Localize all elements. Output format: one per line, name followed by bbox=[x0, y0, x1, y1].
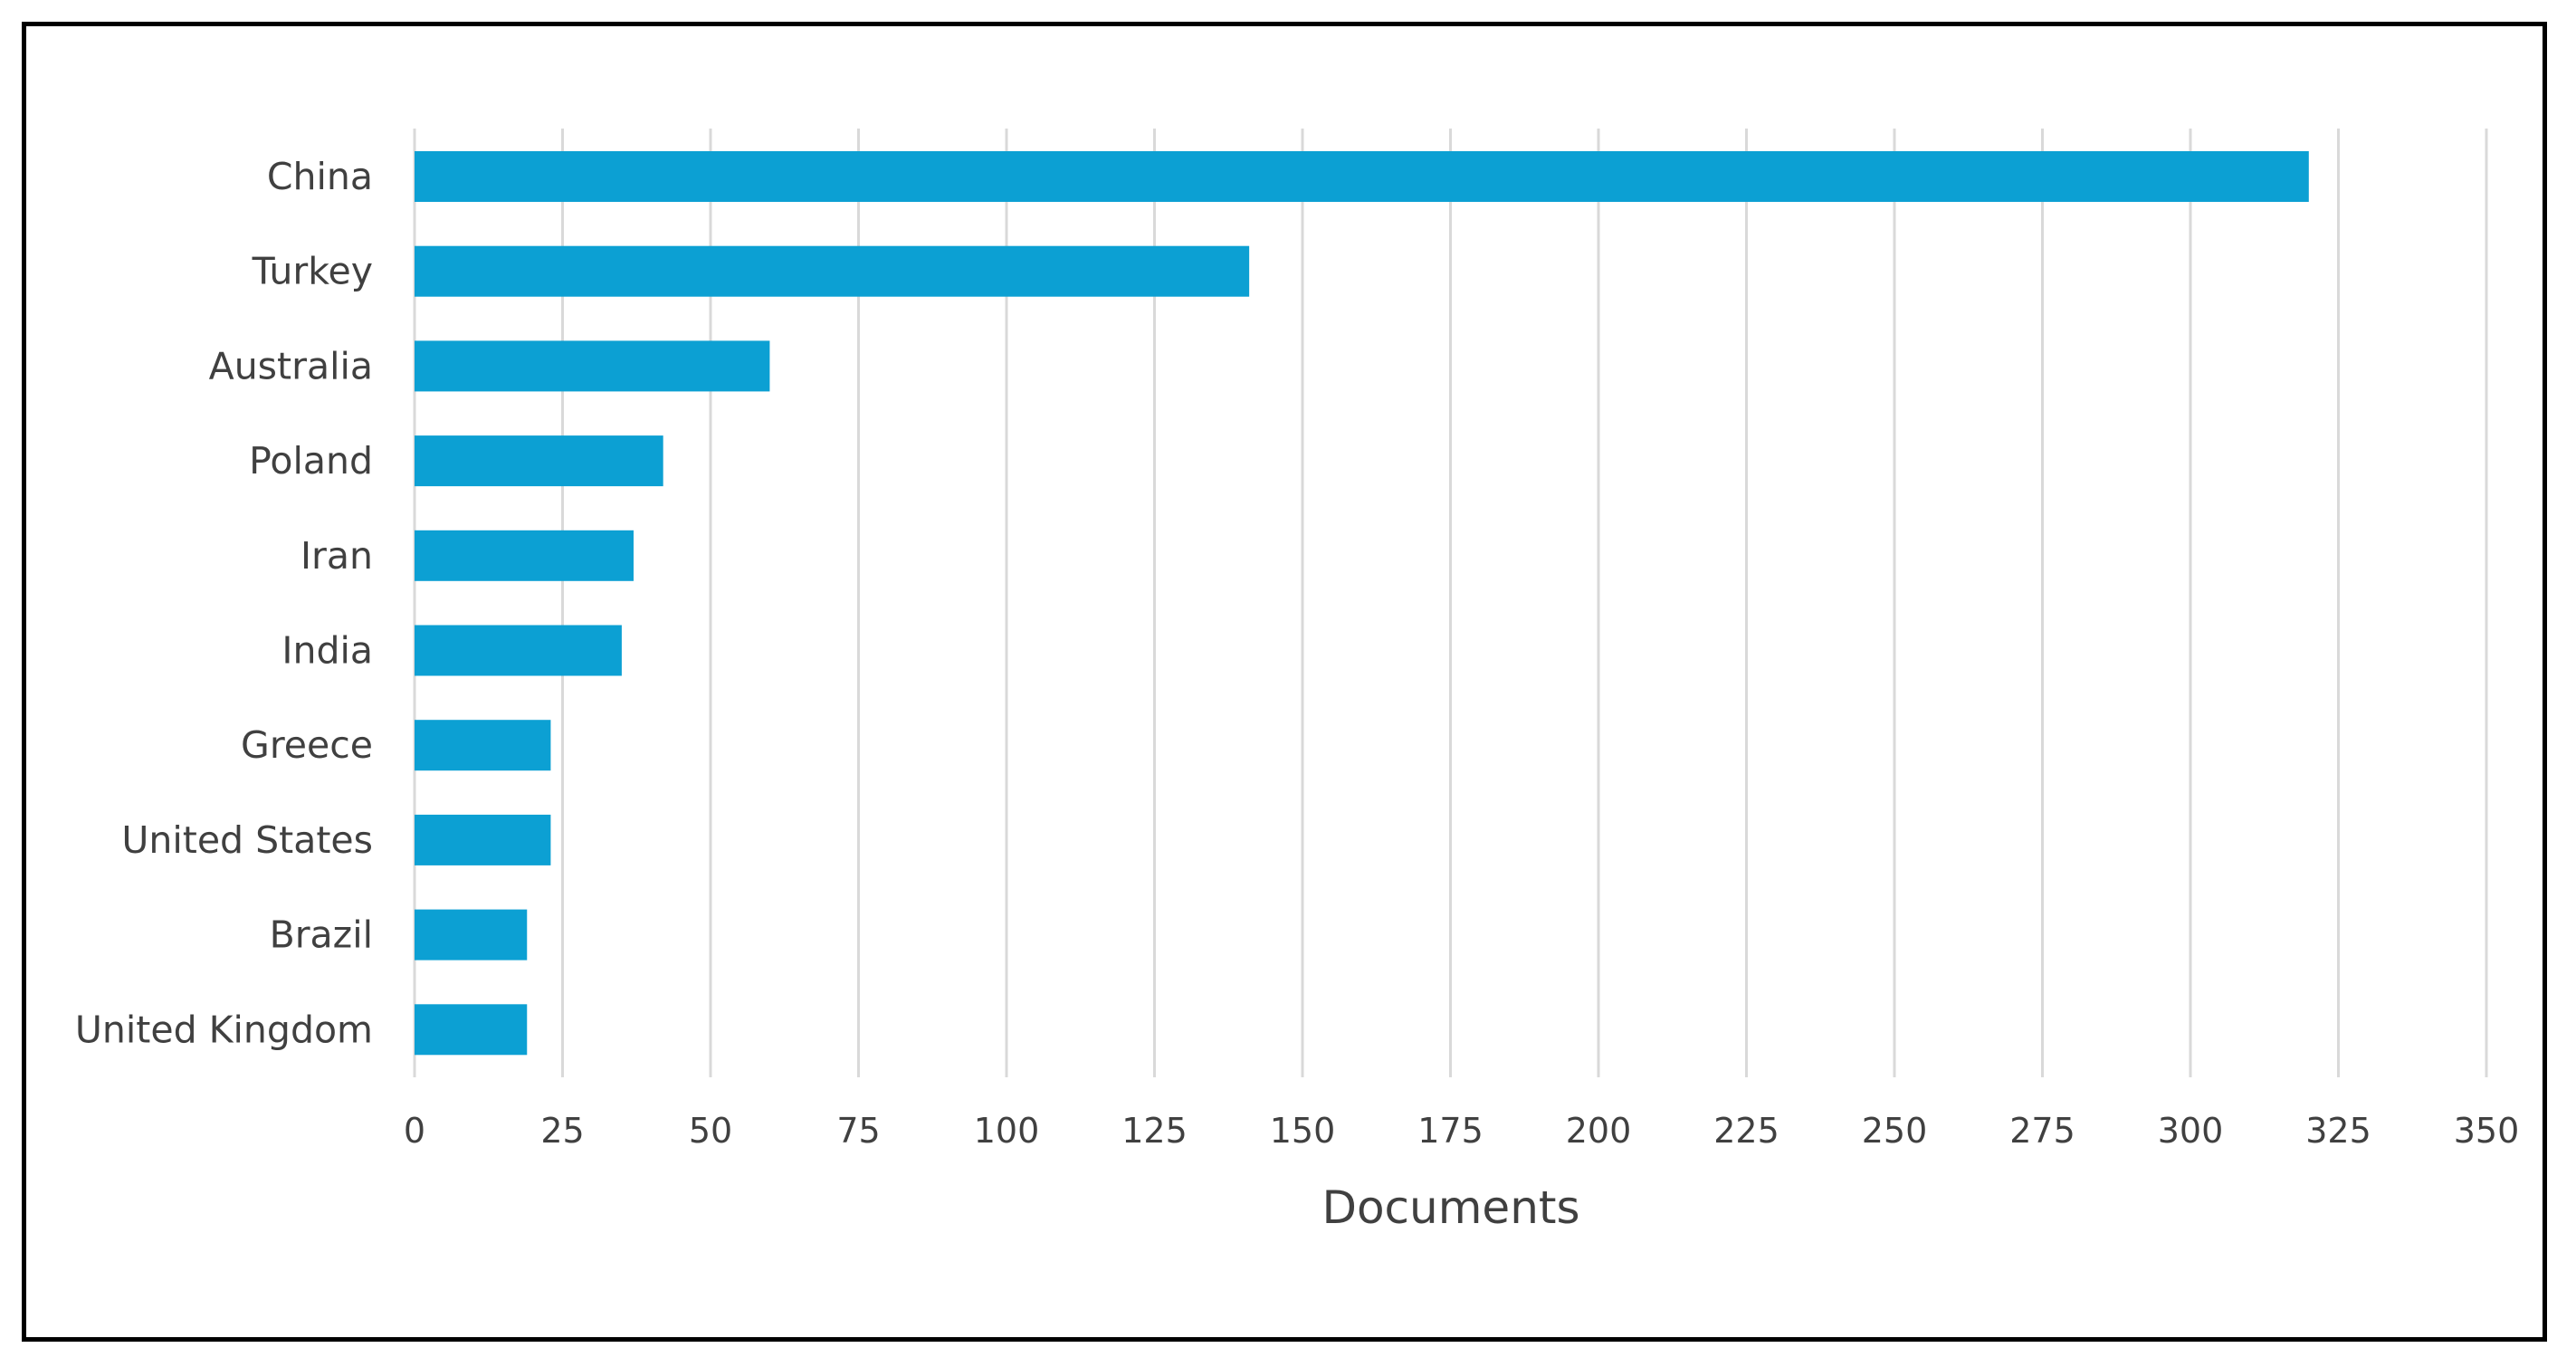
x-tick-label: 50 bbox=[689, 1111, 732, 1151]
x-tick-label: 200 bbox=[1566, 1111, 1632, 1151]
x-tick-label: 25 bbox=[540, 1111, 584, 1151]
bar-china bbox=[415, 151, 2309, 202]
x-tick-label: 0 bbox=[404, 1111, 425, 1151]
bar-australia bbox=[415, 340, 770, 392]
x-tick-label: 350 bbox=[2454, 1111, 2520, 1151]
bars bbox=[415, 151, 2309, 1056]
x-tick-label: 325 bbox=[2305, 1111, 2371, 1151]
x-tick-label: 75 bbox=[836, 1111, 880, 1151]
category-labels: China Turkey Australia Poland Iran India Greec… bbox=[75, 155, 373, 1051]
x-tick-label: 100 bbox=[974, 1111, 1040, 1151]
category-label: United Kingdom bbox=[75, 1008, 373, 1051]
category-label: Poland bbox=[249, 439, 373, 483]
bar-turkey bbox=[415, 245, 1250, 297]
category-label: China bbox=[267, 155, 373, 198]
x-tick-labels: 0 25 50 75 100 125 150 175 200 225 250 275 300 325 350 bbox=[404, 1111, 2519, 1151]
category-label: Greece bbox=[241, 723, 373, 767]
category-label: United States bbox=[121, 818, 373, 862]
category-label: Turkey bbox=[252, 250, 373, 293]
category-label: India bbox=[281, 629, 373, 673]
x-tick-label: 175 bbox=[1417, 1111, 1484, 1151]
bar-india bbox=[415, 625, 622, 676]
x-tick-label: 150 bbox=[1270, 1111, 1336, 1151]
x-tick-label: 300 bbox=[2158, 1111, 2224, 1151]
x-tick-label: 250 bbox=[1862, 1111, 1928, 1151]
x-tick-label: 275 bbox=[2009, 1111, 2075, 1151]
category-label: Australia bbox=[209, 344, 373, 387]
bar-iran bbox=[415, 530, 634, 581]
x-axis-title: Documents bbox=[1321, 1181, 1579, 1234]
bar-poland bbox=[415, 435, 663, 487]
chart-frame bbox=[22, 22, 2547, 1342]
bar-united-kingdom bbox=[415, 1004, 528, 1056]
category-label: Iran bbox=[301, 534, 373, 578]
bar-united-states bbox=[415, 814, 551, 865]
x-tick-label: 225 bbox=[1713, 1111, 1779, 1151]
bar-greece bbox=[415, 720, 551, 771]
x-tick-label: 125 bbox=[1121, 1111, 1188, 1151]
category-label: Brazil bbox=[270, 913, 373, 957]
bar-brazil bbox=[415, 909, 528, 961]
